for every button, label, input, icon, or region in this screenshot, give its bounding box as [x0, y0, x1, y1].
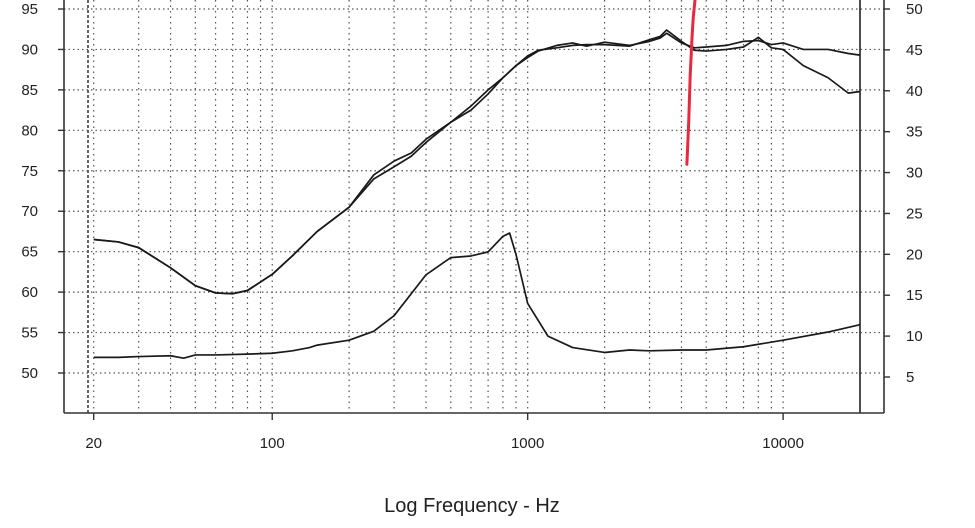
left-tick-label-2: 85 [21, 82, 38, 99]
x-tick-label-0: 20 [85, 435, 102, 452]
right-tick-label-0: 50 [906, 1, 923, 18]
right-tick-label-1: 45 [906, 42, 923, 59]
horizontal-grid [64, 8, 884, 374]
x-axis-title: Log Frequency - Hz [384, 495, 560, 517]
right-tick-label-7: 15 [906, 287, 923, 304]
plot-frame [63, 0, 885, 414]
right-tick-label-2: 40 [906, 83, 923, 100]
right-axis-ticks: 50 45 40 35 30 25 20 15 10 5 [884, 1, 923, 386]
x-tick-label-3: 10000 [762, 435, 804, 452]
left-tick-label-3: 80 [21, 122, 38, 139]
left-tick-label-4: 75 [21, 163, 38, 180]
right-tick-label-6: 20 [906, 246, 923, 263]
right-tick-label-8: 10 [906, 328, 923, 345]
series-line-2 [93, 232, 861, 360]
series-layer [93, 29, 861, 360]
left-tick-label-9: 50 [21, 365, 38, 382]
x-tick-label-2: 1000 [511, 435, 544, 452]
series-line-1 [93, 29, 861, 295]
right-tick-label-3: 35 [906, 124, 923, 141]
left-axis-ticks: 95 90 85 80 75 70 65 60 55 50 [21, 1, 64, 382]
right-tick-label-4: 30 [906, 165, 923, 182]
vertical-grid [87, 0, 861, 413]
right-tick-label-5: 25 [906, 205, 923, 222]
left-tick-label-7: 60 [21, 284, 38, 301]
annotation-layer [685, 0, 697, 166]
x-axis-ticks: 20 100 1000 10000 [85, 413, 804, 452]
x-tick-label-1: 100 [260, 435, 285, 452]
red-annotation-line [685, 0, 697, 166]
left-tick-label-6: 65 [21, 244, 38, 261]
left-tick-label-8: 55 [21, 325, 38, 342]
right-tick-label-9: 5 [906, 369, 914, 386]
left-tick-label-5: 70 [21, 203, 38, 220]
left-tick-label-0: 95 [21, 1, 38, 18]
left-tick-label-1: 90 [21, 41, 38, 58]
